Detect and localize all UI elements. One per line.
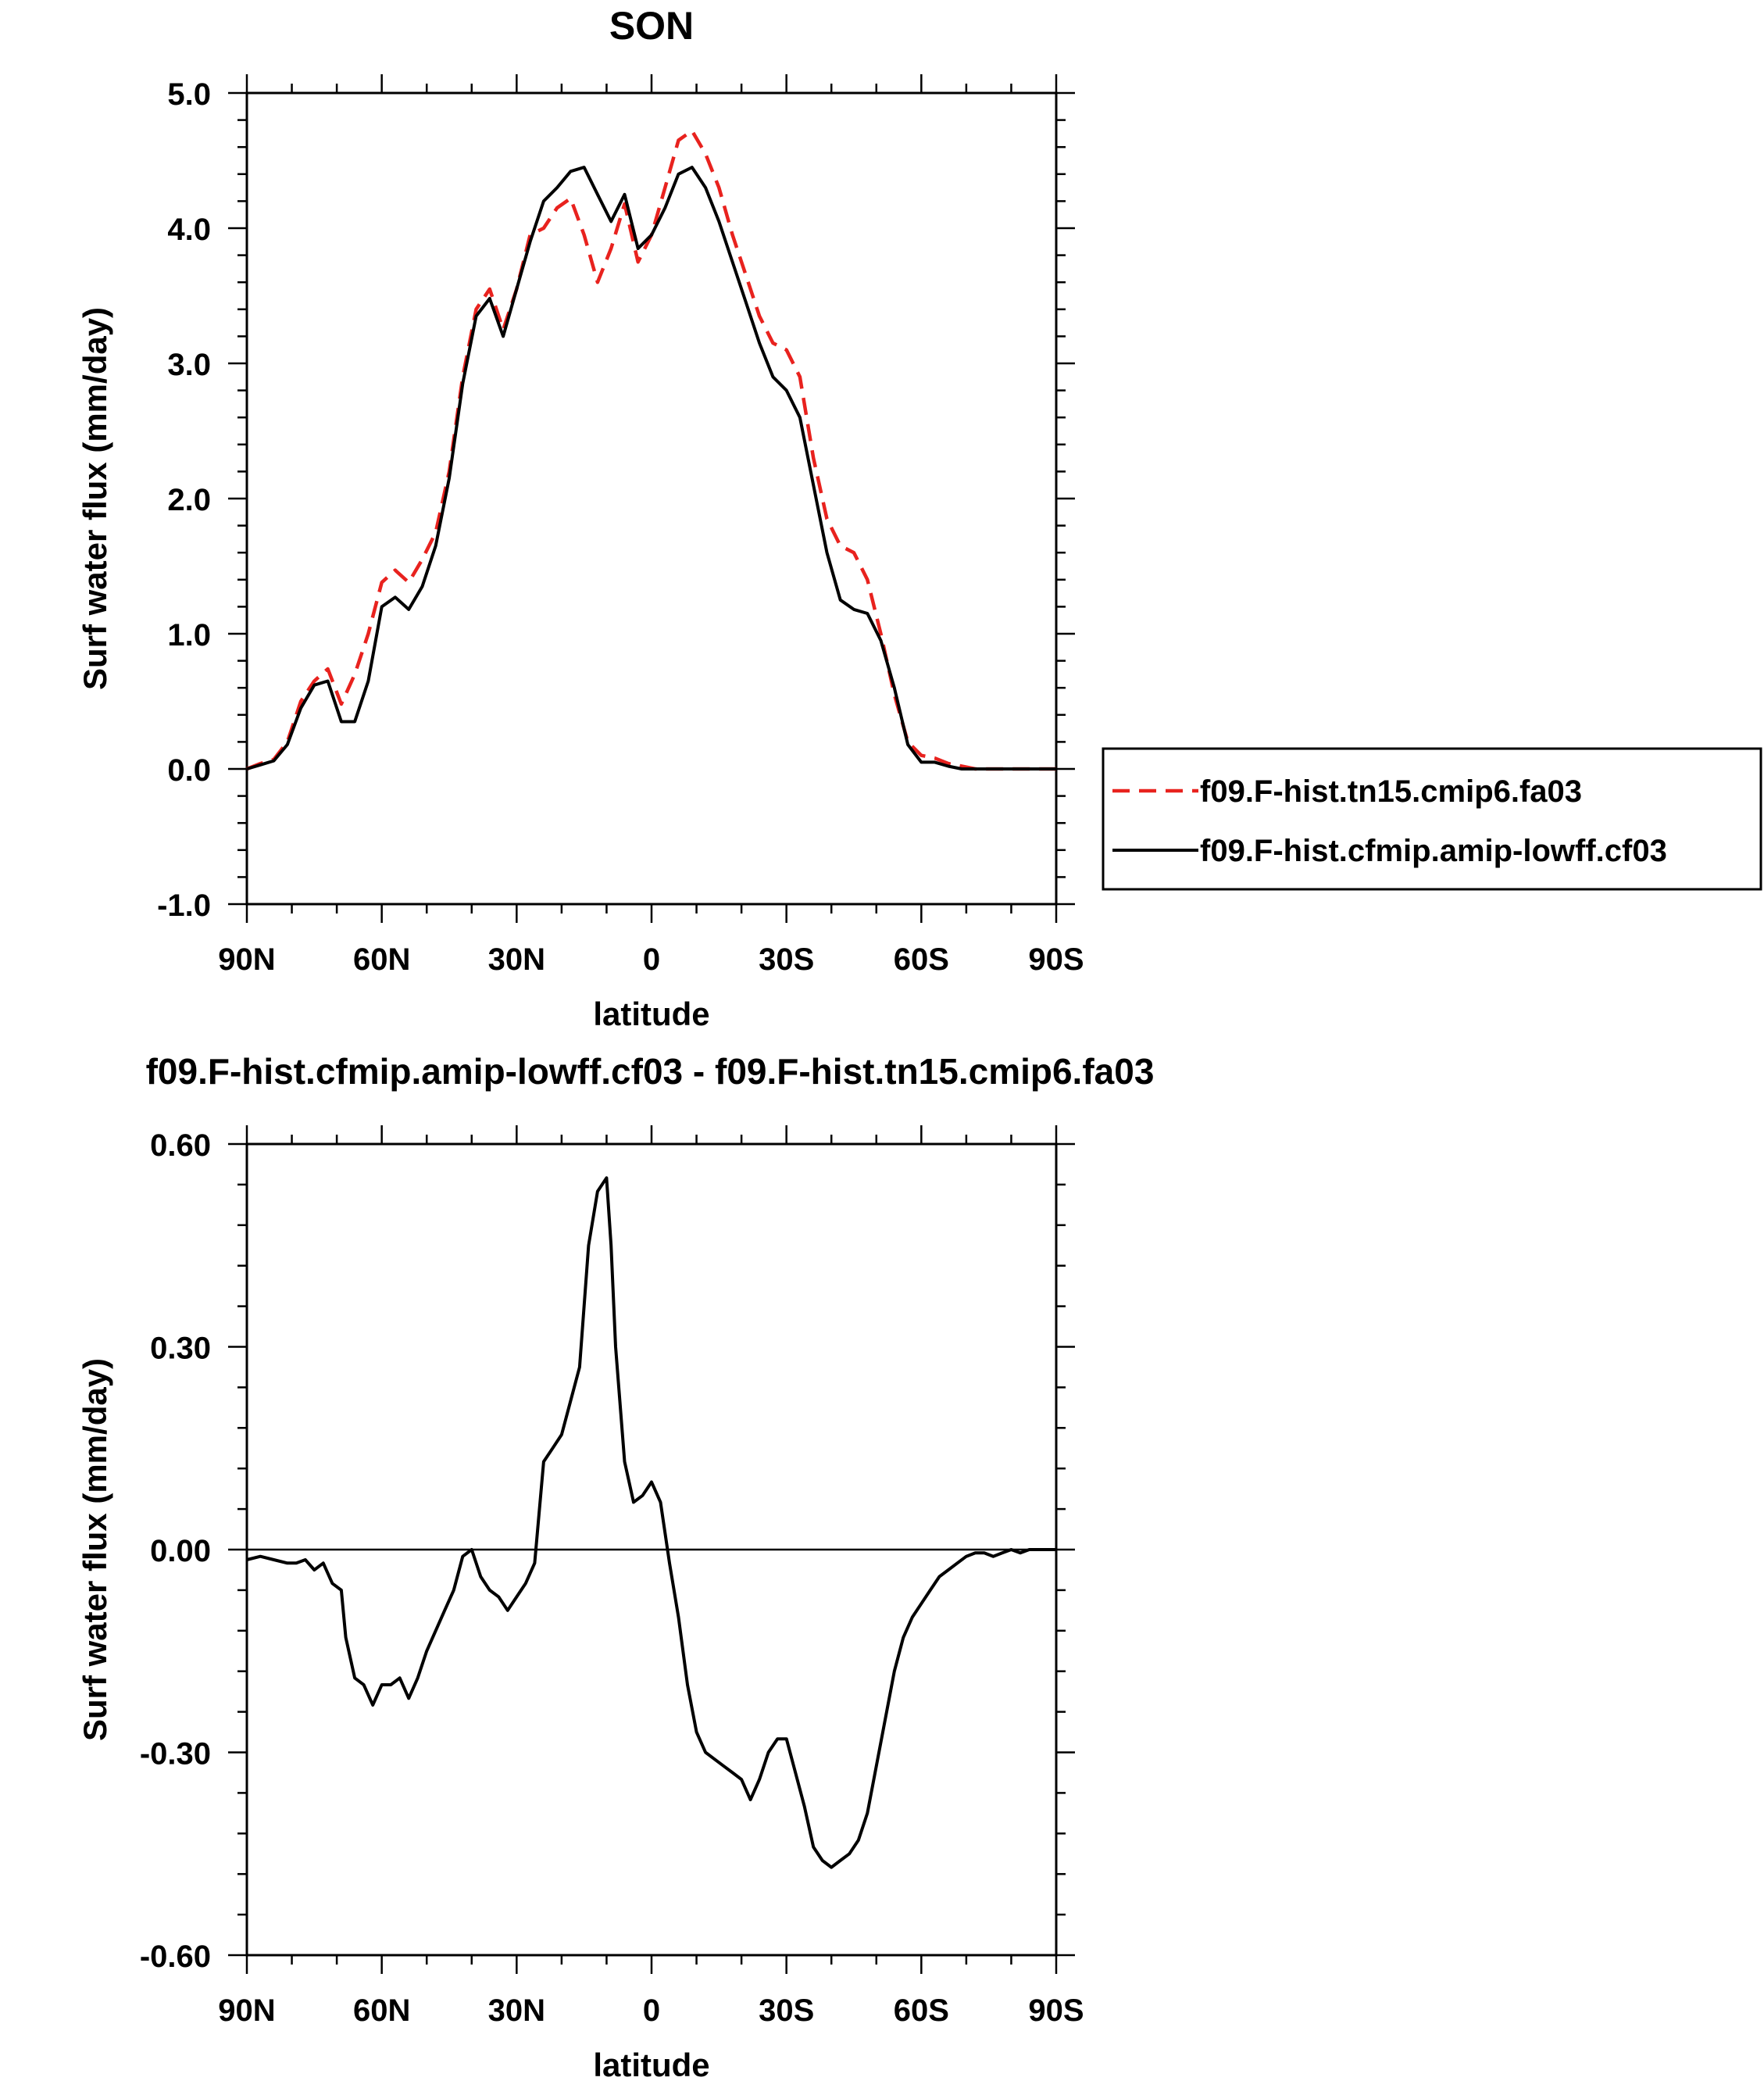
y-tick-label: 4.0 — [167, 213, 211, 247]
chart-title: f09.F-hist.cfmip.amip-lowff.cf03 - f09.F… — [146, 1051, 1155, 1092]
y-tick-label: -0.30 — [140, 1737, 211, 1772]
x-tick-label: 0 — [643, 942, 660, 977]
x-axis-label: latitude — [593, 2047, 709, 2083]
y-tick-label: 0.30 — [150, 1332, 211, 1366]
difference-chart: f09.F-hist.cfmip.amip-lowff.cf03 - f09.F… — [77, 1051, 1154, 2083]
x-tick-label: 30S — [759, 942, 814, 977]
x-tick-label: 0 — [643, 1993, 660, 2028]
y-axis-label: Surf water flux (mm/day) — [77, 307, 113, 690]
x-tick-label: 30N — [488, 1993, 545, 2028]
x-tick-label: 60S — [894, 1993, 949, 2028]
top-chart: SON -1.0 0.0 1.0 2.0 3.0 4.0 5.0 90N 60N 30N 0 30S 60… — [77, 4, 1084, 1032]
x-tick-label: 90N — [218, 1993, 275, 2028]
legend-label: f09.F-hist.cfmip.amip-lowff.cf03 — [1200, 834, 1667, 868]
y-tick-label: 0.0 — [167, 753, 211, 788]
x-tick-label: 90S — [1028, 1993, 1084, 2028]
y-tick-label: 5.0 — [167, 77, 211, 112]
plot-frame — [245, 91, 1058, 906]
x-tick-label: 30N — [488, 942, 545, 977]
legend-box — [1102, 747, 1762, 891]
legend-label: f09.F-hist.tn15.cmip6.fa03 — [1200, 774, 1582, 809]
x-tick-label: 60N — [353, 942, 410, 977]
y-tick-label: 2.0 — [167, 483, 211, 517]
x-axis-label: latitude — [593, 996, 709, 1032]
series-line — [246, 166, 1056, 770]
y-tick-label: 0.60 — [150, 1128, 211, 1163]
x-tick-label: 90N — [218, 942, 275, 977]
x-tick-label: 60S — [894, 942, 949, 977]
x-tick-label: 30S — [759, 1993, 814, 2028]
legend: f09.F-hist.tn15.cmip6.fa03 f09.F-hist.cfm… — [1102, 747, 1762, 891]
y-tick-label: -0.60 — [140, 1940, 211, 1974]
x-tick-label: 90S — [1028, 942, 1084, 977]
y-tick-label: 3.0 — [167, 348, 211, 382]
y-axis-label: Surf water flux (mm/day) — [77, 1358, 113, 1741]
y-tick-label: -1.0 — [157, 888, 211, 923]
chart-title: SON — [609, 4, 694, 48]
y-tick-label: 1.0 — [167, 618, 211, 652]
x-tick-label: 60N — [353, 1993, 410, 2028]
series-line — [246, 1176, 1056, 1869]
y-tick-label: 0.00 — [150, 1534, 211, 1568]
